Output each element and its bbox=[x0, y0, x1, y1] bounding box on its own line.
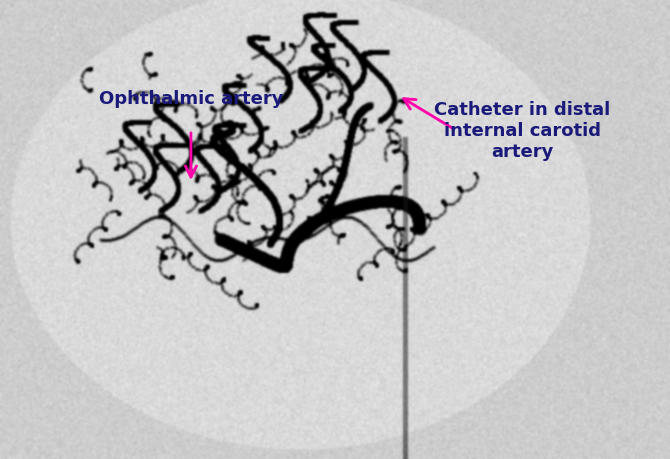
Text: Ophthalmic artery: Ophthalmic artery bbox=[98, 90, 283, 107]
Text: Catheter in distal
internal carotid
artery: Catheter in distal internal carotid arte… bbox=[434, 101, 611, 161]
